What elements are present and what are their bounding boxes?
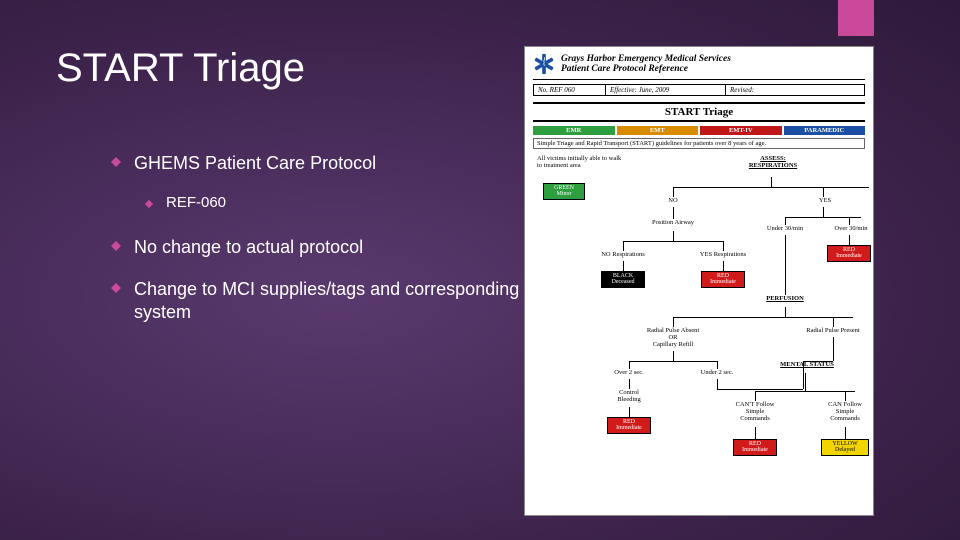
flow-label: NO Respirations <box>591 251 655 258</box>
level-emr: EMR <box>533 126 615 135</box>
diamond-bullet-icon <box>144 196 154 214</box>
flow-label: CAN FollowSimpleCommands <box>817 401 873 422</box>
flow-box-red: REDImmediate <box>827 245 871 262</box>
flow-label: All victims initially able to walk to tr… <box>537 155 627 169</box>
level-emt: EMT <box>617 126 699 135</box>
flow-label: Under 30/min <box>759 225 811 232</box>
doc-note: Simple Triage and Rapid Transport (START… <box>533 138 865 149</box>
flow-label: Over 30/min <box>825 225 877 232</box>
doc-level-bar: EMR EMT EMT-IV PARAMEDIC <box>533 126 865 135</box>
doc-meta-row: No. REF 060 Effective: June, 2009 Revise… <box>533 84 865 96</box>
flow-box-black: BLACKDeceased <box>601 271 645 288</box>
bullet-text: REF-060 <box>166 193 226 213</box>
flow-box-red: REDImmediate <box>607 417 651 434</box>
flow-label: Radial Pulse Present <box>793 327 873 334</box>
flow-label: CAN'T FollowSimpleCommands <box>727 401 783 422</box>
slide-title: START Triage <box>56 46 305 91</box>
bullet-list: GHEMS Patient Care Protocol REF-060 No c… <box>110 152 530 343</box>
flow-label: Radial Pulse AbsentORCapillary Refill <box>631 327 715 348</box>
doc-header-line2: Patient Care Protocol Reference <box>561 64 731 74</box>
bullet-text: No change to actual protocol <box>134 236 363 259</box>
doc-meta-effective: Effective: June, 2009 <box>606 85 726 95</box>
flow-label: ControlBleeding <box>607 389 651 403</box>
bullet-item: No change to actual protocol <box>110 236 530 259</box>
accent-square <box>838 0 874 36</box>
bullet-item: Change to MCI supplies/tags and correspo… <box>110 278 530 325</box>
flow-box-red: REDImmediate <box>733 439 777 456</box>
flow-box-yellow: YELLOWDelayed <box>821 439 869 456</box>
flow-label: ASSESS:RESPIRATIONS <box>733 155 813 169</box>
flow-label: Under 2 sec. <box>693 369 741 376</box>
star-of-life-icon <box>533 53 555 75</box>
flow-label: YES Respirations <box>691 251 755 258</box>
protocol-document: Grays Harbor Emergency Medical Services … <box>524 46 874 516</box>
level-paramedic: PARAMEDIC <box>784 126 866 135</box>
flow-label: PERFUSION <box>749 295 821 302</box>
bullet-item: REF-060 <box>144 193 530 214</box>
level-emt-iv: EMT-IV <box>700 126 782 135</box>
doc-meta-no: No. REF 060 <box>534 85 606 95</box>
flow-box-green: GREENMinor <box>543 183 585 200</box>
doc-header: Grays Harbor Emergency Medical Services … <box>533 53 865 80</box>
doc-section-title: START Triage <box>533 102 865 122</box>
flow-label: YES <box>811 197 839 204</box>
flowchart: All victims initially able to walk to tr… <box>533 155 865 495</box>
doc-meta-revised: Revised: <box>726 85 864 95</box>
bullet-text: Change to MCI supplies/tags and correspo… <box>134 278 530 325</box>
flow-box-red: REDImmediate <box>701 271 745 288</box>
flow-label: MENTAL STATUS <box>767 361 847 368</box>
diamond-bullet-icon <box>110 155 122 173</box>
diamond-bullet-icon <box>110 239 122 257</box>
bullet-item: GHEMS Patient Care Protocol <box>110 152 530 175</box>
doc-header-line1: Grays Harbor Emergency Medical Services <box>561 54 731 64</box>
flow-label: NO <box>661 197 685 204</box>
flow-label: Over 2 sec. <box>605 369 653 376</box>
flow-label: Position Airway <box>641 219 705 226</box>
diamond-bullet-icon <box>110 281 122 299</box>
bullet-text: GHEMS Patient Care Protocol <box>134 152 376 175</box>
